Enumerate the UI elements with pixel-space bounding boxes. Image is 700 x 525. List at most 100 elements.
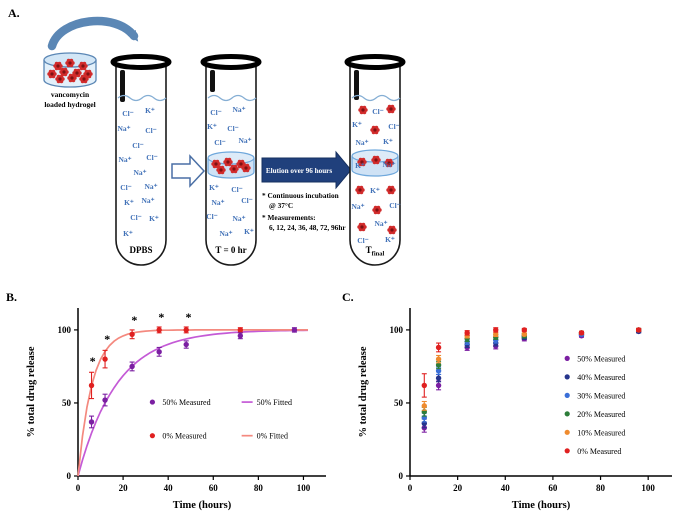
data-point — [102, 397, 108, 403]
legend-label: 50% Fitted — [257, 398, 292, 407]
ion-label: Cl⁻ — [130, 213, 142, 222]
data-point — [435, 344, 442, 351]
x-axis-title: Time (hours) — [173, 500, 232, 511]
data-point — [129, 331, 135, 337]
note-incubation-line2: @ 37°C — [269, 201, 293, 210]
water-line — [117, 94, 167, 102]
legend-marker-dot-icon — [564, 392, 570, 398]
panel-c-label: C. — [342, 290, 354, 304]
data-point — [129, 363, 135, 370]
hydrogel-caption-line2: loaded hydrogel — [44, 100, 95, 109]
hydrogel-caption-line1: vancomycin — [51, 90, 90, 99]
tube-rim — [344, 54, 406, 70]
water-line — [351, 94, 401, 102]
tube-rim — [110, 54, 172, 70]
panel-b-label: B. — [6, 290, 18, 304]
ion-label: Cl⁻ — [210, 108, 222, 117]
data-point — [183, 341, 189, 348]
ion-label: Cl⁻ — [241, 196, 253, 205]
test-tube-dpbs: DPBS — [110, 54, 172, 266]
data-point — [493, 331, 499, 337]
ion-label: Cl⁻ — [389, 201, 401, 210]
x-tick-label: 20 — [453, 483, 463, 493]
significance-asterisk: * — [90, 354, 96, 368]
x-tick-label: 40 — [501, 483, 511, 493]
y-tick-label: 0 — [399, 471, 404, 481]
ion-label: Na⁺ — [355, 138, 368, 147]
legend-marker-dot-icon — [564, 429, 570, 435]
data-point — [435, 356, 442, 362]
tube-shade — [120, 70, 125, 102]
significance-asterisk: * — [158, 310, 164, 324]
ion-label: Na⁺ — [382, 160, 395, 169]
ion-label: K⁺ — [352, 120, 362, 129]
significance-asterisk: * — [104, 332, 110, 346]
data-point — [435, 375, 442, 381]
significance-asterisk: * — [131, 313, 137, 327]
data-point — [156, 349, 162, 355]
fitted-curve — [77, 329, 309, 477]
x-tick-label: 60 — [209, 483, 219, 493]
ion-label: Na⁺ — [238, 136, 251, 145]
data-point — [237, 327, 244, 333]
x-tick-label: 40 — [164, 483, 174, 493]
data-point — [183, 327, 189, 333]
fitted-curve — [77, 329, 308, 477]
ion-label: Na⁺ — [374, 219, 387, 228]
ion-labels-layer: Cl⁻ K⁺Na⁺ Cl⁻Cl⁻Na⁺ Cl⁻Na⁺Cl⁻ Na⁺K⁺ Na⁺Cl⁻ K⁺K… — [117, 105, 400, 245]
ion-label: Cl⁻ — [372, 107, 384, 116]
x-tick-label: 100 — [641, 483, 655, 493]
ion-label: Cl⁻ — [227, 124, 239, 133]
ion-label: Cl⁻ — [206, 212, 218, 221]
legend-marker-dot-icon — [564, 355, 570, 361]
x-tick-label: 20 — [119, 483, 129, 493]
legend-marker-dot-icon — [149, 399, 155, 405]
ion-label: Cl⁻ — [231, 185, 243, 194]
panel-b-chart: 0 20 40 60 80 100 0 50 100 Time (hours) % total dr… — [26, 308, 326, 511]
ion-label: Na⁺ — [144, 182, 157, 191]
data-point — [102, 356, 108, 362]
ion-label: Cl⁻ — [120, 183, 132, 192]
ion-label: K⁺ — [385, 235, 395, 244]
significance-asterisk: * — [185, 310, 191, 324]
data-point — [156, 327, 162, 333]
ion-label: K⁺ — [383, 137, 393, 146]
note-measurements-line1: * Measurements: — [262, 213, 316, 222]
ion-label: K⁺ — [145, 106, 155, 115]
legend-label: 40% Measured — [577, 373, 625, 382]
tube3-caption: Tfinal — [366, 245, 385, 258]
ion-label: K⁺ — [209, 183, 219, 192]
step-arrow-icon — [171, 154, 206, 188]
tube-rim — [200, 54, 262, 70]
data-point — [521, 327, 528, 333]
data-point — [578, 330, 585, 336]
x-tick-label: 0 — [408, 483, 413, 493]
x-axis-title: Time (hours) — [512, 500, 571, 511]
data-point — [88, 382, 95, 389]
legend-label: 0% Measured — [162, 432, 206, 441]
data-point — [435, 368, 442, 374]
ion-label: Na⁺ — [232, 105, 245, 114]
data-point — [635, 327, 642, 333]
ion-label: Na⁺ — [133, 168, 146, 177]
ion-label: Cl⁻ — [132, 141, 144, 150]
x-tick-label: 0 — [76, 483, 81, 493]
panel-c-chart: 0 20 40 60 80 100 0 50 100 Time (hours) % total dr… — [358, 308, 672, 511]
data-point — [435, 382, 442, 389]
legend-marker-dot-icon — [564, 448, 570, 454]
ion-label: Na⁺ — [211, 198, 224, 207]
x-tick-label: 60 — [548, 483, 558, 493]
x-tick-label: 80 — [254, 483, 264, 493]
y-tick-label: 100 — [390, 325, 404, 335]
ion-label: K⁺ — [370, 186, 380, 195]
x-tick-label: 80 — [596, 483, 606, 493]
y-axis-title: % total drug release — [358, 346, 369, 437]
legend-marker-dot-icon — [564, 411, 570, 417]
elution-label: Elution over 96 hours — [266, 167, 333, 175]
ion-label: Cl⁻ — [146, 153, 158, 162]
y-tick-label: 50 — [62, 398, 72, 408]
data-point — [291, 327, 298, 333]
tube2-caption: T = 0 hr — [215, 245, 246, 255]
ion-label: Cl⁻ — [357, 236, 369, 245]
data-point — [435, 362, 442, 368]
